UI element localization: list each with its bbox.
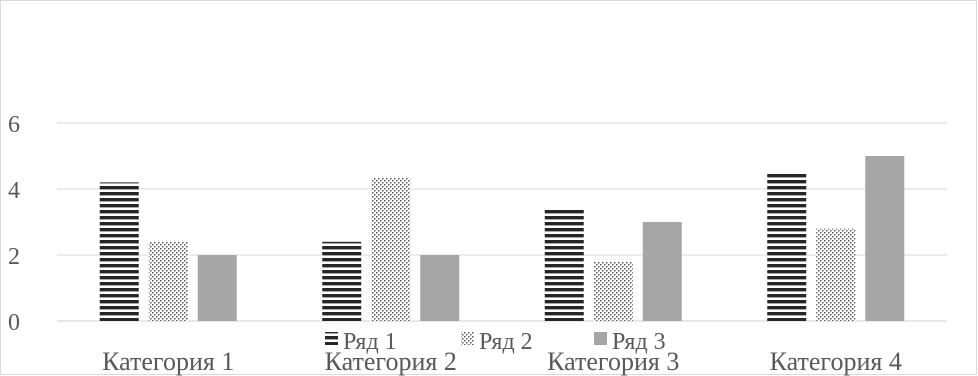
category-label: Категория 3 bbox=[547, 347, 679, 376]
bar-series-1-category-2 bbox=[322, 241, 362, 321]
bar-series-2-category-2 bbox=[371, 177, 411, 321]
legend-label: Ряд 3 bbox=[612, 329, 666, 355]
bar-series-2-category-1 bbox=[148, 241, 188, 321]
legend-label: Ряд 1 bbox=[343, 329, 397, 355]
legend-label: Ряд 2 bbox=[479, 329, 533, 355]
y-tick-label: 2 bbox=[8, 244, 20, 270]
bar-series-3-category-4 bbox=[865, 156, 905, 321]
legend-swatch bbox=[325, 332, 338, 345]
bar-series-3-category-3 bbox=[642, 222, 682, 321]
gridlines bbox=[57, 122, 947, 322]
category-label: Категория 1 bbox=[102, 347, 234, 376]
bar-series-2-category-4 bbox=[816, 228, 856, 321]
y-tick-label: 0 bbox=[8, 310, 20, 336]
bars bbox=[99, 156, 905, 321]
bar-series-1-category-1 bbox=[99, 182, 139, 321]
bar-series-2-category-3 bbox=[593, 261, 633, 321]
bar-series-1-category-3 bbox=[544, 208, 584, 321]
y-tick-label: 4 bbox=[8, 178, 20, 204]
category-label: Категория 2 bbox=[325, 347, 457, 376]
y-axis-tick-labels: 0 2 4 6 bbox=[8, 112, 20, 336]
bar-series-3-category-2 bbox=[420, 255, 460, 321]
y-tick-label: 6 bbox=[8, 112, 20, 138]
category-label: Категория 4 bbox=[770, 347, 902, 376]
legend-swatch bbox=[594, 332, 607, 345]
bar-series-3-category-1 bbox=[197, 255, 237, 321]
legend: Ряд 1 Ряд 2 Ряд 3 bbox=[325, 329, 666, 355]
bar-series-1-category-4 bbox=[767, 172, 807, 321]
legend-swatch bbox=[461, 332, 474, 345]
x-axis-category-labels: Категория 1 Категория 2 Категория 3 Категор… bbox=[102, 347, 902, 376]
